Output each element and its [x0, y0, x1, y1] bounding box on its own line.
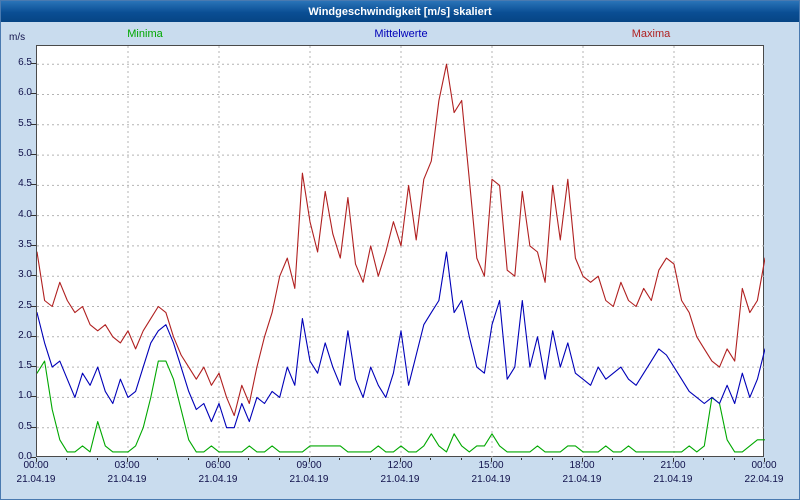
- y-tick-label: 0.0: [18, 451, 32, 462]
- axis-tick: [31, 457, 36, 458]
- y-tick-label: 4.0: [18, 208, 32, 220]
- legend-mittelwerte: Mittelwerte: [374, 28, 428, 40]
- y-axis-unit-label: m/s: [9, 32, 26, 43]
- y-tick-label: 5.0: [18, 148, 32, 160]
- axis-tick: [703, 458, 705, 460]
- x-tick-date-label: 21.04.19: [653, 474, 693, 485]
- wind-chart-svg: [37, 46, 765, 458]
- y-tick-label: 5.5: [18, 117, 32, 129]
- x-tick-time-label: 21:00: [660, 460, 686, 471]
- axis-tick: [369, 458, 371, 460]
- x-tick-time-label: 12:00: [387, 460, 413, 471]
- x-tick-date-label: 22.04.19: [744, 474, 784, 485]
- axis-tick: [400, 458, 401, 462]
- plot-area: [36, 45, 765, 458]
- axis-tick: [491, 458, 492, 462]
- x-tick-time-label: 09:00: [296, 460, 322, 471]
- x-tick-time-label: 00:00: [23, 460, 49, 471]
- axis-tick: [96, 458, 98, 460]
- axis-tick: [248, 458, 250, 460]
- x-tick-date-label: 21.04.19: [471, 474, 511, 485]
- axis-tick: [642, 458, 644, 460]
- x-tick-time-label: 03:00: [114, 460, 140, 471]
- axis-tick: [278, 458, 280, 460]
- y-tick-label: 0.5: [18, 420, 32, 432]
- axis-tick: [66, 458, 68, 460]
- y-tick-label: 1.0: [18, 390, 32, 402]
- axis-tick: [582, 458, 583, 462]
- axis-tick: [127, 458, 128, 462]
- y-tick-label: 4.5: [18, 178, 32, 190]
- axis-tick: [157, 458, 159, 460]
- axis-tick: [733, 458, 735, 460]
- x-tick-time-label: 15:00: [478, 460, 504, 471]
- axis-tick: [430, 458, 432, 460]
- axis-tick: [218, 458, 219, 462]
- legend-minima: Minima: [127, 28, 163, 40]
- x-tick-time-label: 18:00: [569, 460, 595, 471]
- axis-tick: [764, 458, 765, 462]
- x-tick-time-label: 06:00: [205, 460, 231, 471]
- axis-tick: [460, 458, 462, 460]
- axis-tick: [187, 458, 189, 460]
- legend-maxima: Maxima: [631, 28, 671, 40]
- x-tick-time-label: 00:00: [751, 460, 777, 471]
- axis-tick: [673, 458, 674, 462]
- x-tick-date-label: 21.04.19: [198, 474, 238, 485]
- x-tick-date-label: 21.04.19: [107, 474, 147, 485]
- axis-tick: [551, 458, 553, 460]
- axis-tick: [521, 458, 523, 460]
- axis-tick: [612, 458, 614, 460]
- x-tick-date-label: 21.04.19: [16, 474, 56, 485]
- y-tick-label: 6.5: [18, 57, 32, 69]
- y-tick-label: 3.0: [18, 269, 32, 281]
- x-tick-date-label: 21.04.19: [380, 474, 420, 485]
- axis-tick: [36, 458, 37, 462]
- y-tick-label: 1.5: [18, 360, 32, 372]
- x-tick-date-label: 21.04.19: [562, 474, 602, 485]
- window-title: Windgeschwindigkeit [m/s] skaliert: [308, 5, 492, 18]
- axis-tick: [309, 458, 310, 462]
- window-titlebar: Windgeschwindigkeit [m/s] skaliert: [1, 1, 799, 22]
- axis-tick: [339, 458, 341, 460]
- x-tick-date-label: 21.04.19: [289, 474, 329, 485]
- y-tick-label: 2.5: [18, 299, 32, 311]
- y-tick-label: 6.0: [18, 87, 32, 99]
- y-tick-label: 3.5: [18, 238, 32, 250]
- y-tick-label: 2.0: [18, 329, 32, 341]
